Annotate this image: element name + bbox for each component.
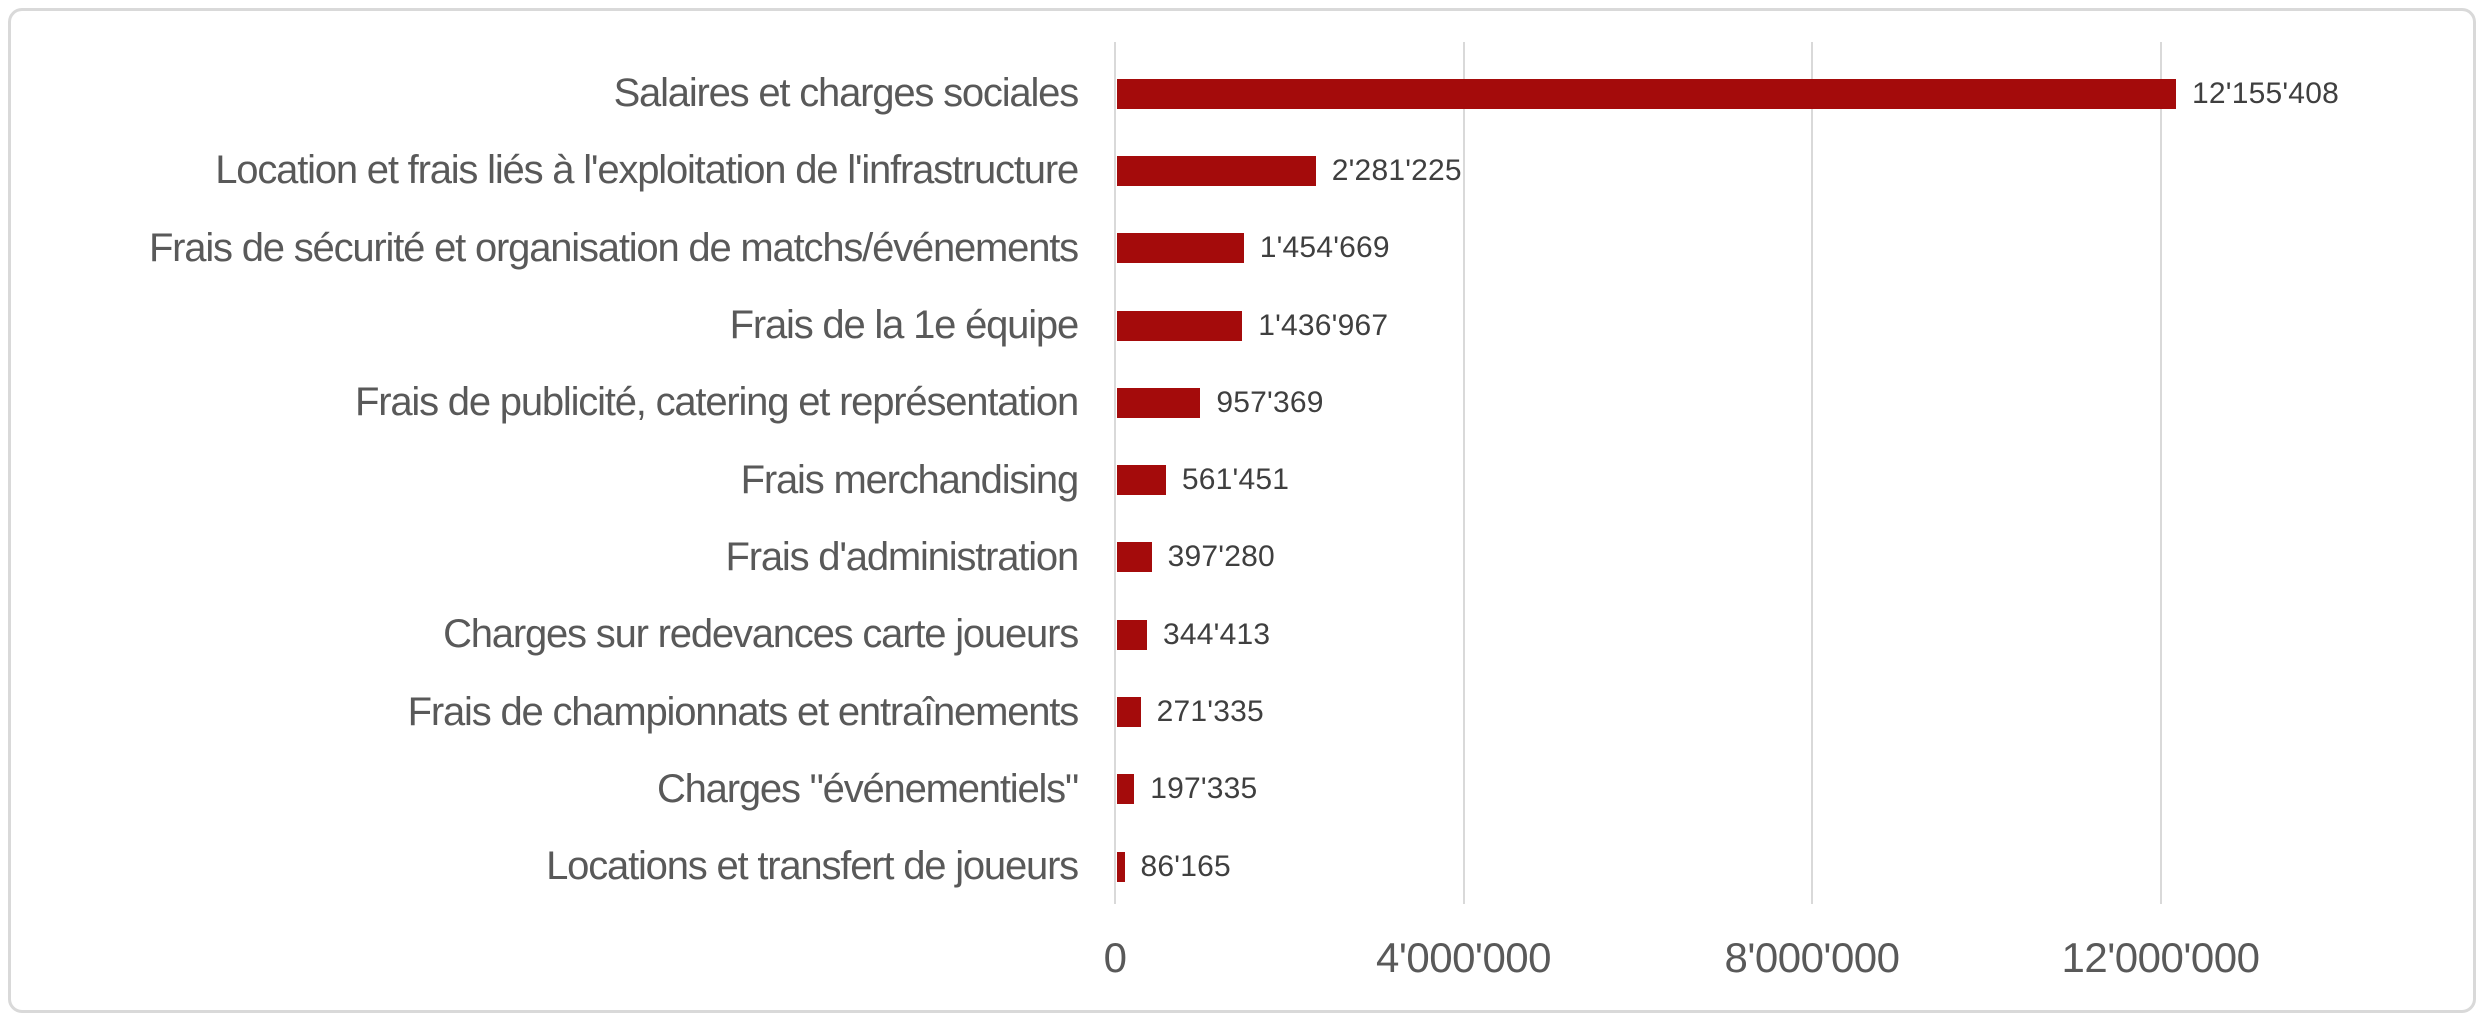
bar-row: Frais d'administration 397'280	[0, 519, 2490, 596]
x-tick-label: 8'000'000	[1724, 934, 1900, 981]
value-label: 1'436'967	[1258, 308, 1389, 342]
bar	[1117, 542, 1152, 573]
category-label: Locations et transfert de joueurs	[546, 844, 1079, 889]
x-gridline	[1114, 42, 1116, 904]
bar-row: Frais de sécurité et organisation de mat…	[0, 210, 2490, 287]
bar-row: Location et frais liés à l'exploitation …	[0, 132, 2490, 209]
plot-area: Salaires et charges sociales 12'155'408 Lo…	[0, 55, 2490, 906]
value-label: 12'155'408	[2192, 76, 2339, 110]
bar-row: Locations et transfert de joueurs 86'165	[0, 828, 2490, 905]
x-gridline	[1462, 42, 1465, 904]
bar-row: Frais de publicité, catering et représen…	[0, 364, 2490, 441]
x-gridline	[1811, 42, 1813, 904]
value-label: 86'165	[1140, 849, 1231, 883]
bar	[1117, 387, 1201, 418]
bar-row: Salaires et charges sociales 12'155'408	[0, 55, 2490, 132]
bar-row: Charges "événementiels" 197'335	[0, 751, 2490, 828]
category-label: Frais de sécurité et organisation de mat…	[148, 225, 1079, 270]
bar-row: Frais de championnats et entraînements 27…	[0, 673, 2490, 750]
value-label: 957'369	[1216, 385, 1324, 419]
category-label: Frais d'administration	[725, 534, 1080, 579]
x-gridline	[2159, 42, 2162, 904]
value-label: 271'335	[1156, 695, 1264, 729]
bar-row: Frais de la 1e équipe 1'436'967	[0, 287, 2490, 364]
value-label: 397'280	[1167, 540, 1275, 574]
bar-row: Frais merchandising 561'451	[0, 442, 2490, 519]
value-label: 197'335	[1150, 772, 1258, 806]
category-label: Frais de championnats et entraînements	[407, 689, 1080, 734]
bar	[1117, 619, 1147, 650]
bar	[1117, 233, 1244, 264]
bar	[1117, 774, 1135, 805]
bar	[1117, 697, 1141, 728]
category-label: Frais merchandising	[740, 457, 1080, 502]
category-label: Charges "événementiels"	[656, 766, 1079, 811]
category-label: Salaires et charges sociales	[613, 71, 1080, 116]
category-label: Charges sur redevances carte joueurs	[443, 612, 1079, 657]
value-label: 344'413	[1163, 617, 1271, 651]
bar	[1117, 465, 1166, 496]
x-tick-label: 0	[1103, 934, 1127, 981]
bar	[1117, 78, 2177, 109]
category-label: Frais de publicité, catering et représen…	[354, 380, 1079, 425]
category-label: Frais de la 1e équipe	[729, 303, 1080, 348]
x-tick-label: 4'000'000	[1375, 934, 1552, 981]
category-label: Location et frais liés à l'exploitation …	[215, 148, 1079, 193]
bar	[1117, 155, 1316, 186]
value-label: 2'281'225	[1331, 153, 1462, 187]
value-label: 1'454'669	[1259, 231, 1390, 265]
x-tick-label: 12'000'000	[2061, 934, 2260, 981]
bar	[1117, 851, 1125, 882]
bar-row: Charges sur redevances carte joueurs 344'…	[0, 596, 2490, 673]
value-label: 561'451	[1181, 463, 1290, 497]
bar	[1117, 310, 1243, 341]
